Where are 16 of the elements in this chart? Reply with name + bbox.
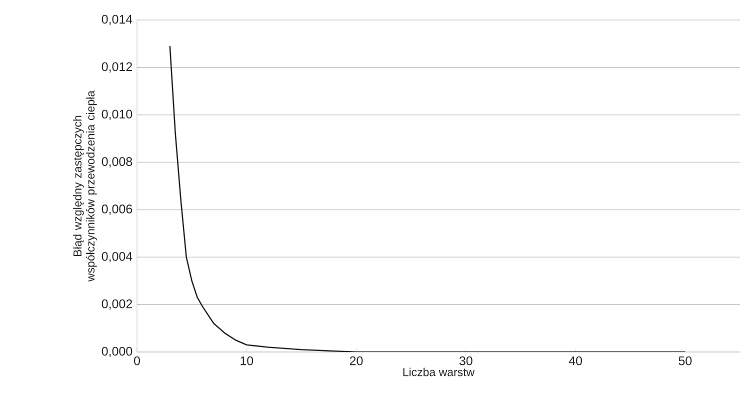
y-tick-label: 0,008 xyxy=(102,157,132,168)
y-tick-label: 0,004 xyxy=(102,252,132,262)
y-tick-label: 0,002 xyxy=(102,299,132,310)
x-axis-title: Liczba warstw xyxy=(403,368,475,376)
x-tick-label: 30 xyxy=(459,356,472,366)
y-axis-title: Błąd względny zastępczych współczynników przewodzenia ciepła xyxy=(73,90,97,282)
y-tick-label: 0,014 xyxy=(102,14,132,26)
x-tick-label: 10 xyxy=(240,356,254,366)
x-tick-label: 40 xyxy=(568,356,582,366)
y-tick-label: 0,000 xyxy=(102,346,132,358)
y-tick-label: 0,006 xyxy=(102,204,132,215)
y-tick-label: 0,010 xyxy=(102,110,132,120)
x-tick-label: 50 xyxy=(678,356,692,366)
y-tick-label: 0,012 xyxy=(102,62,132,73)
x-tick-label: 0 xyxy=(134,356,140,366)
x-tick-label: 20 xyxy=(350,356,363,366)
